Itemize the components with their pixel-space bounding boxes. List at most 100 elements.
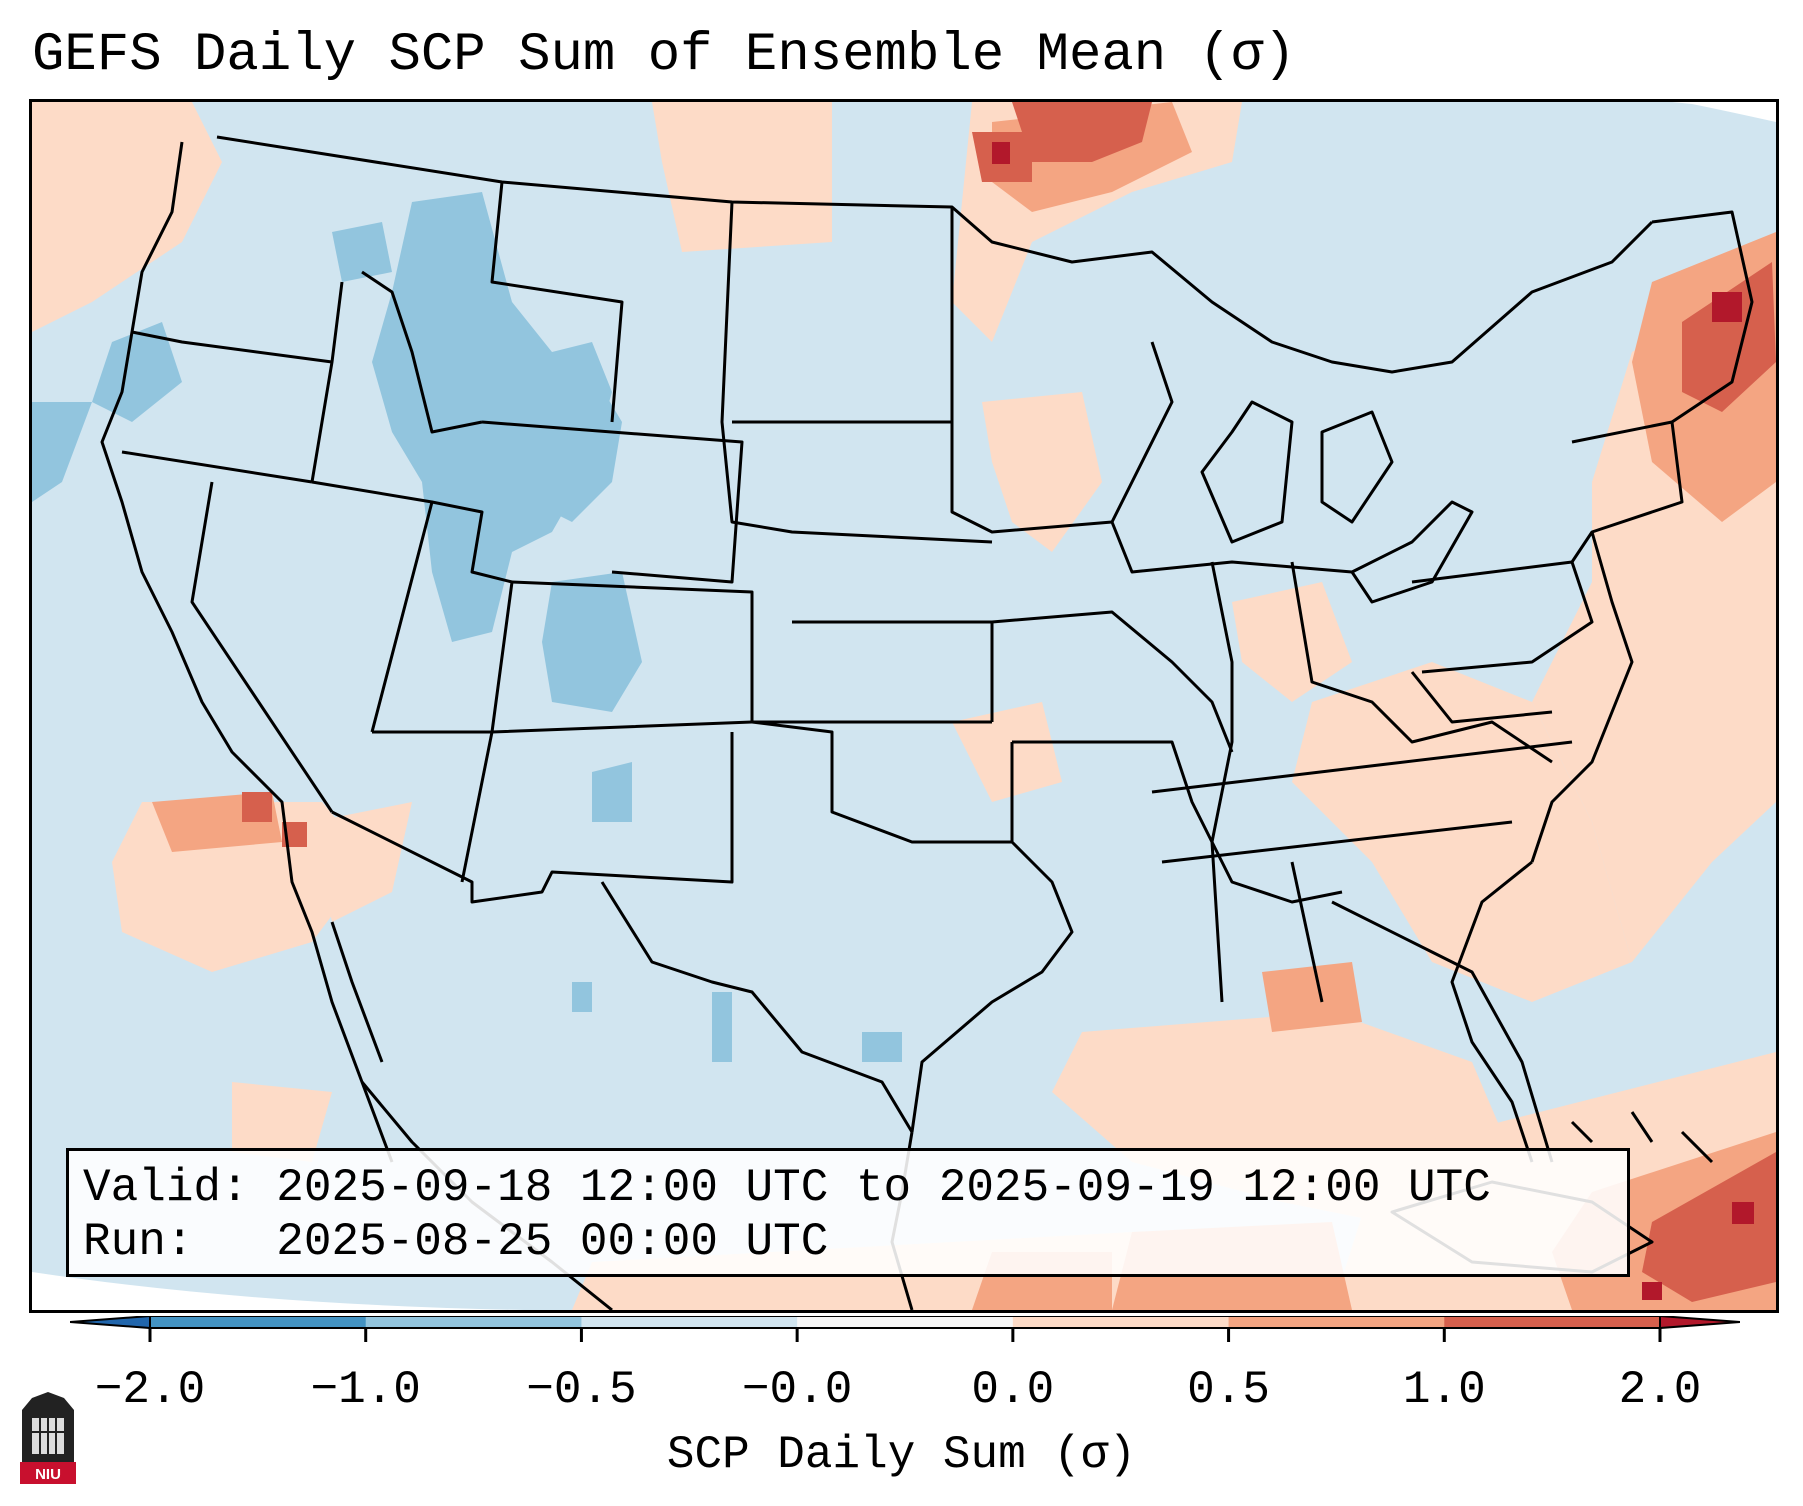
anomaly-north-dakota-canada [652, 102, 832, 252]
anomaly-arizona [312, 802, 412, 922]
colorbar-tick-label: 1.0 [1402, 1364, 1486, 1416]
colorbar-bin [150, 1316, 367, 1328]
pennsylvania-border [1411, 560, 1594, 674]
anomaly-caribbean-extreme [1732, 1202, 1754, 1224]
map-panel [29, 99, 1779, 1313]
mississippi-alabama-border [1210, 841, 1224, 1003]
washington-oregon-border [131, 330, 333, 364]
anomaly-houston [862, 1032, 902, 1062]
lake-michigan [1200, 400, 1294, 544]
texas-gulf-coast [910, 840, 1074, 1133]
tennessee-south-border [1161, 820, 1513, 864]
arizona-nm-line [460, 731, 494, 883]
colorbar-bin [581, 1316, 798, 1328]
atlantic-coast-mid [1530, 531, 1634, 863]
anomaly-southeast [1292, 662, 1632, 1002]
colorbar-tick-label: 0.5 [1187, 1364, 1270, 1416]
run-line: Run: 2025-08-25 00:00 UTC [83, 1215, 1613, 1269]
projection-edge-top [1672, 102, 1776, 122]
anomaly-maine-extreme [1712, 292, 1742, 322]
logo-banner [20, 1462, 76, 1484]
montana-internal [490, 181, 624, 423]
idaho-montana-border [361, 270, 483, 434]
colorbar-tick-label: 0.0 [971, 1364, 1055, 1416]
oregon-idaho-border [310, 281, 344, 483]
colorbar-tick-label: 2.0 [1618, 1364, 1702, 1416]
michigan-lower-peninsula [1320, 410, 1394, 524]
state-boundaries [100, 135, 1754, 1310]
colorbar-outline [149, 1316, 1661, 1329]
colorbar-axis-label: SCP Daily Sum (σ) [666, 1429, 1137, 1481]
atlantic-coast-south [1450, 860, 1534, 1163]
missouri-border [991, 610, 1234, 753]
baja-peninsula [330, 921, 384, 1063]
map-canvas [32, 102, 1776, 1310]
valid-value: 2025-09-18 12:00 UTC to 2025-09-19 12:00… [276, 1162, 1491, 1214]
new-england-coast [1651, 210, 1754, 424]
colorbar-tick-marks [148, 1328, 1662, 1342]
anomaly-pacific-west [32, 402, 92, 502]
arizona-newmexico-border [331, 732, 734, 904]
logo-text: NIU [35, 1466, 61, 1483]
colorbar-tick-label: −0.5 [526, 1364, 637, 1416]
valid-line: Valid: 2025-09-18 12:00 UTC to 2025-09-1… [83, 1161, 1613, 1215]
anomaly-wyoming [532, 372, 622, 522]
colorbar-under-arrow [70, 1316, 151, 1330]
valid-label: Valid: [83, 1162, 249, 1214]
run-value: 2025-08-25 00:00 UTC [276, 1216, 829, 1268]
colorbar-bin [1228, 1316, 1445, 1328]
anomaly-caribbean-strong [1642, 1152, 1776, 1302]
anomaly-mexico [572, 982, 592, 1012]
colorbar-tick-label: −2.0 [94, 1364, 206, 1416]
anomaly-socal-strong [242, 792, 272, 822]
new-york-border [1570, 420, 1684, 563]
kentucky-border [1290, 561, 1553, 764]
colorbar-bin [1012, 1316, 1230, 1328]
bahamas-islands [1570, 1111, 1714, 1164]
projection-edge-bottom [32, 1272, 732, 1310]
lake-erie-area [1350, 500, 1474, 604]
anomaly-gulf-core [1262, 962, 1362, 1032]
colorado-border [511, 580, 754, 722]
anomaly-idaho-montana [372, 192, 612, 642]
oregon-california-border [121, 450, 313, 484]
colorbar-bin [365, 1316, 582, 1328]
colorbar [70, 1316, 1740, 1342]
anomaly-appalachia [1232, 582, 1352, 702]
anomaly-cascades [332, 222, 392, 282]
texas-rio-grande [600, 881, 914, 1133]
anomaly-caribbean-extreme-2 [1642, 1282, 1662, 1300]
wyoming-border [481, 420, 744, 584]
valid-run-info-box: Valid: 2025-09-18 12:00 UTC to 2025-09-1… [66, 1148, 1630, 1277]
colorbar-bin [797, 1316, 1014, 1328]
moderate-negative-areas [32, 192, 902, 1062]
colorbar-bin [1444, 1316, 1661, 1328]
oklahoma-border [751, 720, 1014, 844]
colorbar-tick-label: −0.0 [741, 1364, 853, 1416]
anomaly-washington-coast [92, 322, 182, 422]
pacific-coastline [100, 141, 394, 1163]
colorbar-bins [150, 1316, 1661, 1328]
virginia-border [1410, 671, 1553, 724]
alabama-georgia-border [1290, 861, 1324, 1003]
extreme-positive-areas [992, 142, 1754, 1300]
canada-border [216, 135, 1654, 374]
niu-logo: NIU [20, 1392, 76, 1484]
anomaly-northeast-pacific [32, 102, 222, 332]
anomaly-colorado [542, 572, 642, 712]
anomaly-ontario-strong [1012, 102, 1152, 162]
illinois-indiana [1210, 561, 1234, 843]
georgia-florida [1331, 900, 1554, 1163]
anomaly-wisconsin [982, 392, 1102, 552]
map-title: GEFS Daily SCP Sum of Ensemble Mean (σ) [32, 25, 1296, 86]
anomaly-ontario-extreme [992, 142, 1010, 164]
run-label: Run: [83, 1216, 194, 1268]
utah-wyoming-border [431, 500, 514, 733]
anomaly-baja-offshore [232, 1082, 332, 1162]
anomaly-mississippi-valley [952, 702, 1062, 802]
anomaly-gulf-coast [712, 992, 732, 1062]
tennessee-north-border [1151, 740, 1573, 794]
anomaly-new-mexico [592, 762, 632, 822]
wisconsin-border [1110, 341, 1174, 523]
dakota-nebraska [720, 201, 993, 544]
